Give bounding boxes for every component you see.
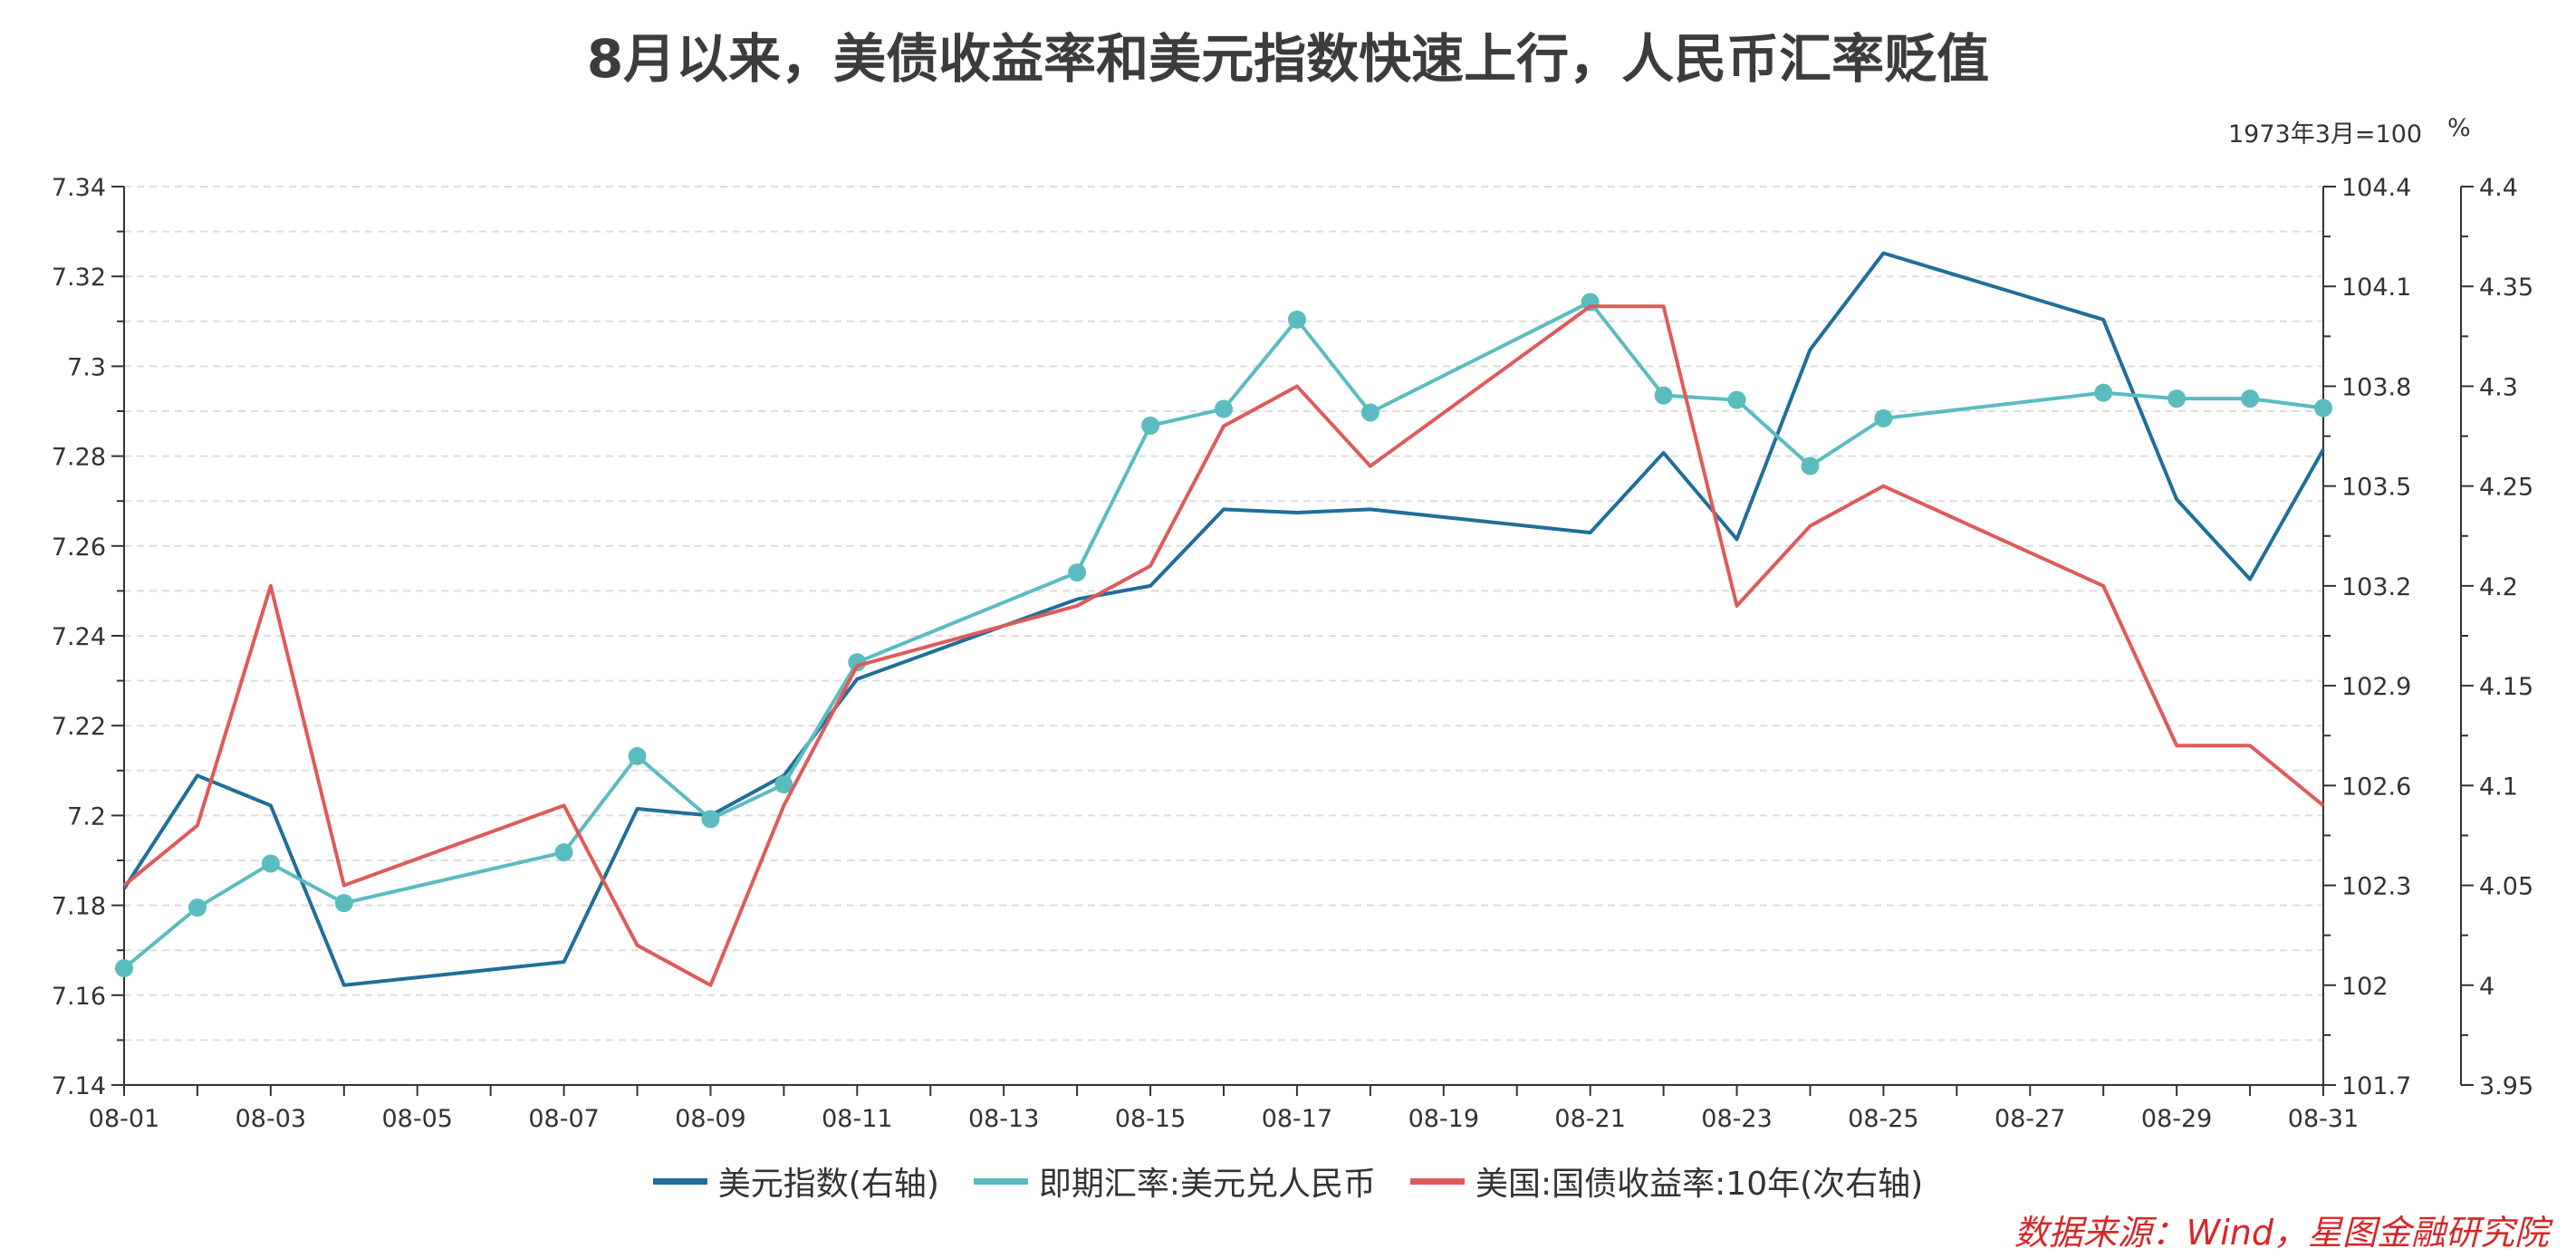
left-axis-tick-label: 7.3 xyxy=(67,353,106,381)
series-point-1 xyxy=(2167,389,2187,408)
left-axis-tick-label: 7.32 xyxy=(52,264,106,292)
series-point-1 xyxy=(774,775,793,794)
series-point-1 xyxy=(2094,383,2113,402)
series xyxy=(115,251,2332,987)
right-axis-unit: 1973年3月=100 xyxy=(2228,120,2423,149)
legend-item-usdcny[interactable]: 即期汇率:美元兑人民币 xyxy=(973,1157,1377,1205)
right-axis-tick-label: 102.9 xyxy=(2341,673,2411,701)
secondary-axis-tick-label: 4.25 xyxy=(2479,474,2533,502)
series-line-2 xyxy=(122,304,2325,987)
series-line-0 xyxy=(122,251,2325,987)
legend-swatch-ust10y xyxy=(1410,1177,1466,1185)
right-axis-tick-label: 103.2 xyxy=(2341,573,2411,601)
left-axis-tick-label: 7.22 xyxy=(52,713,106,741)
legend-swatch-usdcny xyxy=(973,1177,1028,1185)
secondary-axis-tick-label: 3.95 xyxy=(2479,1072,2533,1100)
right-axis-tick-label: 104.4 xyxy=(2341,174,2411,202)
series-point-1 xyxy=(334,894,353,913)
x-axis-tick-label: 08-27 xyxy=(1994,1105,2065,1133)
left-axis-tick-label: 7.26 xyxy=(52,533,106,562)
series-point-1 xyxy=(1801,456,1820,475)
series-point-1 xyxy=(261,854,280,873)
x-axis-tick-label: 08-31 xyxy=(2288,1105,2359,1133)
right-axis-tick-label: 104.1 xyxy=(2341,274,2411,302)
series-point-1 xyxy=(2241,389,2260,408)
right-axis-tick-label: 101.7 xyxy=(2341,1072,2411,1100)
x-axis-tick-label: 08-15 xyxy=(1115,1105,1186,1133)
secondary-axis-tick-label: 4.15 xyxy=(2479,673,2533,701)
legend-label-dxy: 美元指数(右轴) xyxy=(717,1166,939,1203)
x-axis-tick-label: 08-11 xyxy=(822,1105,892,1133)
right-axis-tick-label: 103.8 xyxy=(2341,373,2411,401)
left-axis-tick-label: 7.34 xyxy=(52,174,106,202)
x-axis-tick-label: 08-29 xyxy=(2141,1105,2212,1133)
series-point-1 xyxy=(187,898,207,917)
legend-item-ust10y[interactable]: 美国:国债收益率:10年(次右轴) xyxy=(1410,1157,1923,1205)
series-point-1 xyxy=(1141,416,1160,435)
axes: 7.14 7.16 7.18 7.2 7.22 7.24 7.26 7.28 7.3 7.32 7.… xyxy=(52,174,2533,1133)
secondary-axis-tick-label: 4.05 xyxy=(2479,873,2533,901)
x-axis-tick-label: 08-05 xyxy=(381,1105,452,1133)
secondary-axis-tick-label: 4.4 xyxy=(2479,174,2518,202)
right-axis-tick-label: 102.6 xyxy=(2341,773,2411,801)
x-axis-tick-label: 08-25 xyxy=(1848,1105,1918,1133)
secondary-axis-tick-label: 4.3 xyxy=(2479,373,2518,401)
series-point-1 xyxy=(1874,408,1893,427)
series-point-1 xyxy=(701,810,720,829)
right-axis-tick-label: 102.3 xyxy=(2341,873,2411,901)
left-axis-tick-label: 7.24 xyxy=(52,623,106,651)
chart-title: 8月以来，美债收益率和美元指数快速上行，人民币汇率贬值 xyxy=(586,28,1990,90)
series-point-1 xyxy=(1727,390,1746,409)
left-axis-tick-label: 7.14 xyxy=(52,1072,106,1100)
legend-swatch-dxy xyxy=(652,1177,707,1185)
secondary-axis-tick-label: 4.35 xyxy=(2479,274,2533,302)
x-axis-tick-label: 08-07 xyxy=(528,1105,599,1133)
left-axis-tick-label: 7.2 xyxy=(67,802,106,831)
x-axis-tick-label: 08-17 xyxy=(1262,1105,1332,1133)
x-axis-tick-label: 08-03 xyxy=(235,1105,306,1133)
secondary-axis-tick-label: 4.2 xyxy=(2479,573,2518,601)
series-point-1 xyxy=(1360,403,1379,422)
series-point-1 xyxy=(1654,386,1673,405)
right-axis-tick-label: 103.5 xyxy=(2341,474,2411,502)
series-point-1 xyxy=(554,843,573,862)
x-axis-tick-label: 08-13 xyxy=(968,1105,1039,1133)
x-axis-tick-label: 08-01 xyxy=(89,1105,159,1133)
series-point-1 xyxy=(115,959,133,978)
x-axis-tick-label: 08-23 xyxy=(1701,1105,1772,1133)
series-point-1 xyxy=(628,746,647,765)
right-axis-tick-label: 102 xyxy=(2341,973,2389,1001)
secondary-axis-tick-label: 4.1 xyxy=(2479,773,2518,801)
secondary-axis-unit: % xyxy=(2447,114,2471,142)
left-axis-tick-label: 7.28 xyxy=(52,444,106,472)
x-axis-tick-label: 08-21 xyxy=(1554,1105,1625,1133)
series-point-1 xyxy=(1215,399,1233,418)
legend: 美元指数(右轴) 即期汇率:美元兑人民币 美国:国债收益率:10年(次右轴) xyxy=(0,1157,2576,1205)
secondary-axis-tick-label: 4 xyxy=(2479,973,2494,1001)
left-axis-tick-label: 7.18 xyxy=(52,893,106,921)
series-point-1 xyxy=(2314,399,2332,418)
gridlines xyxy=(124,186,2323,1086)
series-point-1 xyxy=(1287,310,1306,329)
legend-item-dxy[interactable]: 美元指数(右轴) xyxy=(652,1157,939,1205)
series-point-1 xyxy=(848,653,867,672)
series-point-1 xyxy=(1068,563,1087,582)
legend-label-ust10y: 美国:国债收益率:10年(次右轴) xyxy=(1475,1166,1924,1203)
x-axis-tick-label: 08-09 xyxy=(675,1105,745,1133)
left-axis-tick-label: 7.16 xyxy=(52,983,106,1011)
x-axis-tick-label: 08-19 xyxy=(1408,1105,1479,1133)
legend-label-usdcny: 即期汇率:美元兑人民币 xyxy=(1038,1166,1377,1203)
source-note: 数据来源：Wind，星图金融研究院 xyxy=(2014,1213,2549,1253)
